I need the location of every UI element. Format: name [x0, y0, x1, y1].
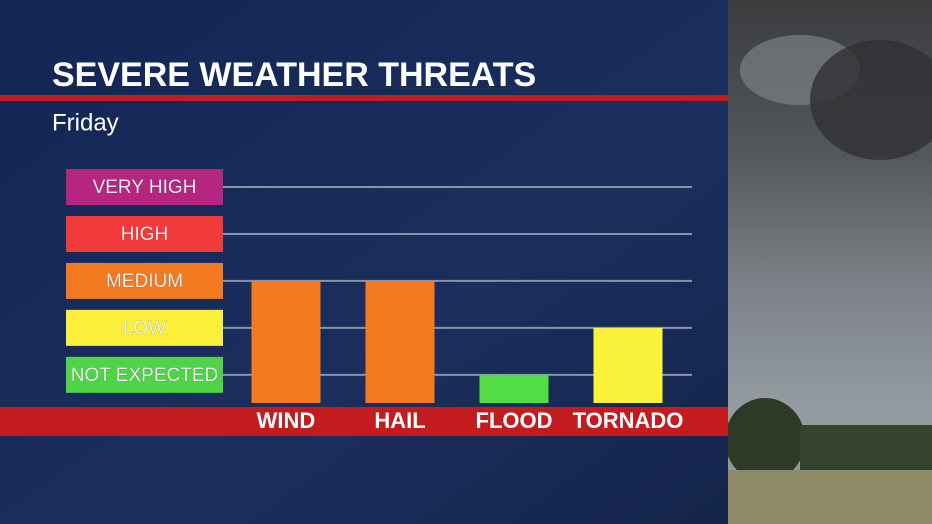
bar	[479, 374, 549, 403]
y-tick-box	[66, 215, 223, 252]
category-band	[0, 407, 728, 436]
panel	[0, 0, 728, 524]
photo-cloud	[810, 40, 932, 160]
x-tick-label: TORNADO	[573, 408, 684, 433]
title-rule	[0, 95, 728, 101]
bar	[593, 327, 663, 403]
photo-tree	[725, 398, 805, 482]
y-tick-box	[66, 309, 223, 346]
bar	[365, 280, 435, 403]
y-tick-label: LOW	[123, 318, 166, 339]
photo-field	[728, 470, 932, 524]
y-tick-label: VERY HIGH	[93, 177, 197, 198]
bar	[251, 280, 321, 403]
x-tick-label: FLOOD	[476, 408, 553, 433]
x-tick-label: HAIL	[374, 408, 425, 433]
y-tick-label: HIGH	[121, 224, 169, 245]
y-tick-box	[66, 262, 223, 299]
photo-treeline	[800, 425, 932, 470]
y-tick-label: MEDIUM	[106, 271, 183, 292]
chart-title: SEVERE WEATHER THREATS	[52, 56, 536, 94]
y-tick-label: NOT EXPECTED	[71, 365, 218, 386]
chart-subtitle: Friday	[52, 109, 119, 136]
y-tick-box	[66, 356, 223, 393]
y-tick-box	[66, 169, 223, 205]
x-tick-label: WIND	[257, 408, 316, 433]
